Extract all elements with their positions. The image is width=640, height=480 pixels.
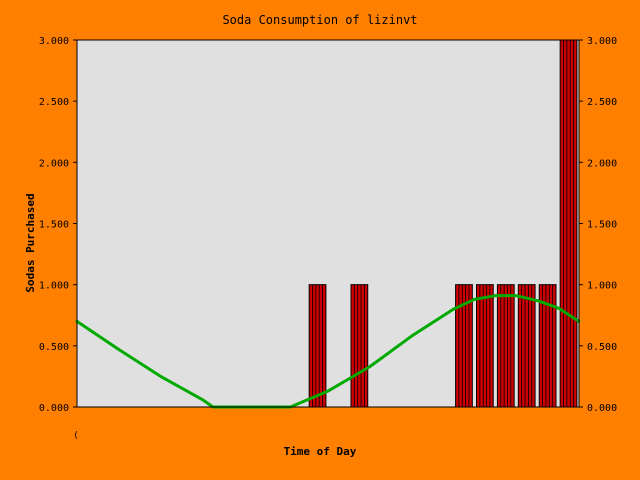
y-axis-left-labels: 0.000 0.500 1.000 1.500 2.000 2.500 3.000 xyxy=(39,36,69,414)
y-tick-label-right: 0.000 xyxy=(587,403,617,414)
chart-title: Soda Consumption of lizinvt xyxy=(222,13,417,27)
y-tick-label-right: 3.000 xyxy=(587,36,617,47)
bar xyxy=(350,284,369,408)
axes xyxy=(73,39,583,408)
y-axis-right-labels: 0.000 0.500 1.000 1.500 2.000 2.500 3.000 xyxy=(587,36,617,414)
bar xyxy=(308,284,327,408)
bar-fill xyxy=(350,284,369,408)
y-tick-label-right: 1.500 xyxy=(587,220,617,231)
x-axis-tick-labels: ( xyxy=(73,431,78,441)
bar-fill xyxy=(559,39,578,408)
y-tick-label-right: 1.000 xyxy=(587,281,617,292)
y-tick-label-left: 1.500 xyxy=(39,220,69,231)
y-tick-label-left: 2.000 xyxy=(39,158,69,169)
bar-fill xyxy=(496,284,515,408)
line-series xyxy=(75,294,581,409)
trend-line xyxy=(75,294,581,409)
x-tick-label: ( xyxy=(73,431,78,441)
y-tick-label-left: 0.500 xyxy=(39,342,69,353)
bar-fill xyxy=(517,284,536,408)
y-tick-label-right: 2.500 xyxy=(587,97,617,108)
y-tick-label-right: 0.500 xyxy=(587,342,617,353)
y-tick-label-left: 1.000 xyxy=(39,281,69,292)
bar xyxy=(517,284,536,408)
x-axis-title: Time of Day xyxy=(284,445,357,458)
bar xyxy=(496,284,515,408)
y-tick-label-left: 2.500 xyxy=(39,97,69,108)
y-tick-label-left: 3.000 xyxy=(39,36,69,47)
bar-fill xyxy=(476,284,494,408)
y-tick-label-left: 0.000 xyxy=(39,403,69,414)
bar-fill xyxy=(308,284,327,408)
y-tick-label-right: 2.000 xyxy=(587,158,617,169)
y-axis-title: Sodas Purchased xyxy=(24,193,37,292)
bar xyxy=(476,284,494,408)
plot-area xyxy=(76,39,580,408)
plot-background xyxy=(76,39,580,408)
bar xyxy=(559,39,578,408)
